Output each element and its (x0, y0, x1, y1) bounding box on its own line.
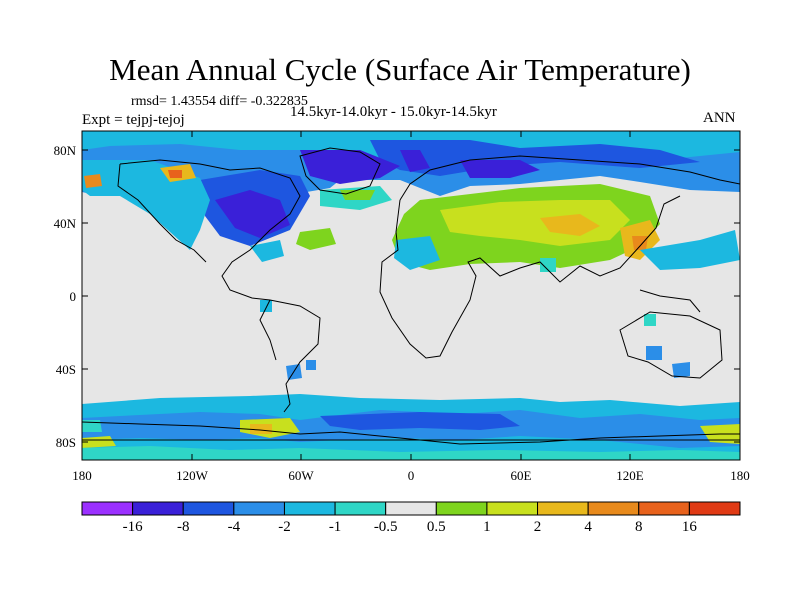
lon-tick-180e: 180 (730, 468, 750, 483)
colorbar-swatch (435, 501, 488, 516)
colorbar-label: 8 (635, 519, 643, 535)
colorbar-label: -1 (328, 519, 342, 535)
rmsd-diff-stats: rmsd= 1.43554 diff= -0.322835 (131, 94, 308, 109)
colorbar-swatch (233, 501, 285, 516)
lat-tick-40n: 40N (53, 216, 76, 231)
colorbar-label: 2 (533, 519, 542, 535)
colorbar-label: -8 (176, 519, 190, 535)
colorbar-label: 4 (584, 519, 592, 535)
lon-tick-60w: 60W (288, 468, 314, 483)
lon-tick-0: 0 (407, 468, 415, 483)
colorbar-swatch (486, 501, 539, 516)
colorbar-swatch (182, 501, 235, 516)
colorbar-swatch (283, 501, 336, 516)
lon-tick-180w: 180 (72, 468, 92, 483)
lat-tick-40s: 40S (55, 362, 76, 377)
colorbar-swatch (537, 501, 589, 516)
lat-tick-80s: 80S (55, 435, 76, 450)
lon-tick-120w: 120W (176, 468, 208, 483)
colorbar-label: 0.5 (426, 519, 446, 535)
lat-tick-0: 0 (69, 289, 77, 304)
lon-tick-120e: 120E (616, 468, 644, 483)
colorbar-label: -2 (278, 519, 291, 535)
colorbar-label: -4 (227, 519, 241, 535)
colorbar-swatch (334, 501, 387, 516)
colorbar-label: -0.5 (373, 519, 398, 535)
experiment-label: Expt = tejpj-tejoj (82, 112, 185, 128)
colorbar-swatch (385, 501, 437, 516)
colorbar-label: 1 (483, 519, 491, 535)
colorbar-swatch (638, 501, 690, 516)
colorbar-swatch (688, 501, 741, 516)
colorbar-swatch (132, 501, 184, 516)
colorbar-swatch (81, 501, 134, 516)
colorbar-label: -16 (122, 519, 143, 535)
colorbar-label: 16 (681, 519, 697, 535)
period-label: 14.5kyr-14.0kyr - 15.0kyr-14.5kyr (290, 104, 497, 120)
coastlines (82, 147, 740, 445)
lon-tick-60e: 60E (510, 468, 532, 483)
season-label: ANN (703, 110, 736, 126)
map-title: Mean Annual Cycle (Surface Air Temperatu… (109, 52, 691, 87)
colorbar-swatch (587, 501, 640, 516)
axis-ticks (81, 131, 741, 460)
lat-tick-80n: 80N (53, 143, 76, 158)
anomaly-field (82, 131, 740, 460)
